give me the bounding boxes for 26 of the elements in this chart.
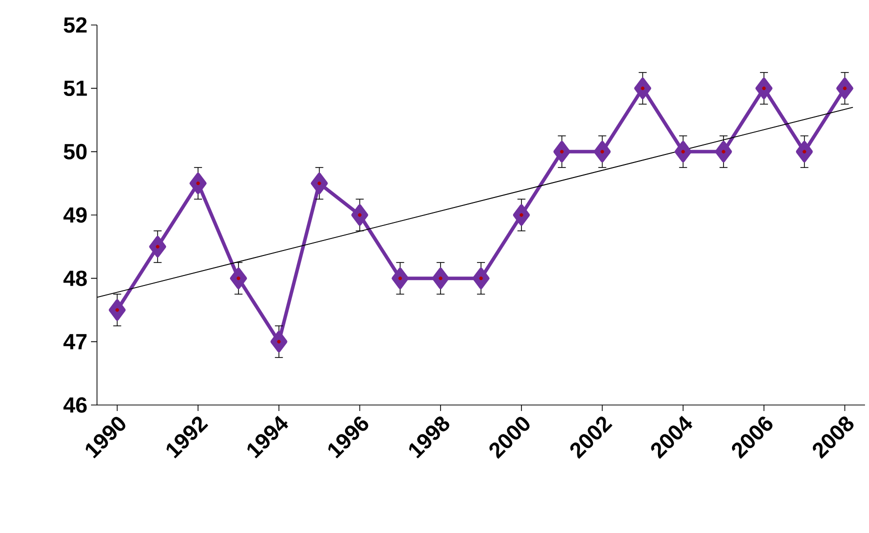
point <box>755 78 772 100</box>
point <box>796 140 813 162</box>
point <box>715 140 732 162</box>
point <box>190 172 207 194</box>
point <box>594 140 611 162</box>
point <box>472 268 490 290</box>
point <box>674 140 692 162</box>
y-tick-label: 51 <box>64 80 87 96</box>
y-tick-label: 49 <box>63 207 87 223</box>
point <box>432 268 450 290</box>
point <box>149 236 166 258</box>
y-tick-label: 48 <box>63 270 87 286</box>
y-tick-label: 47 <box>63 334 87 350</box>
y-tick-label: 52 <box>64 17 87 33</box>
y-tick-label: 46 <box>63 397 87 413</box>
point <box>553 140 570 162</box>
point <box>512 204 530 226</box>
point <box>270 330 288 352</box>
y-tick-label: 50 <box>64 144 87 160</box>
point <box>351 204 368 226</box>
point <box>836 78 854 100</box>
point <box>634 78 652 100</box>
point <box>108 299 126 321</box>
point <box>392 268 409 290</box>
point <box>230 268 247 290</box>
point <box>310 172 328 194</box>
